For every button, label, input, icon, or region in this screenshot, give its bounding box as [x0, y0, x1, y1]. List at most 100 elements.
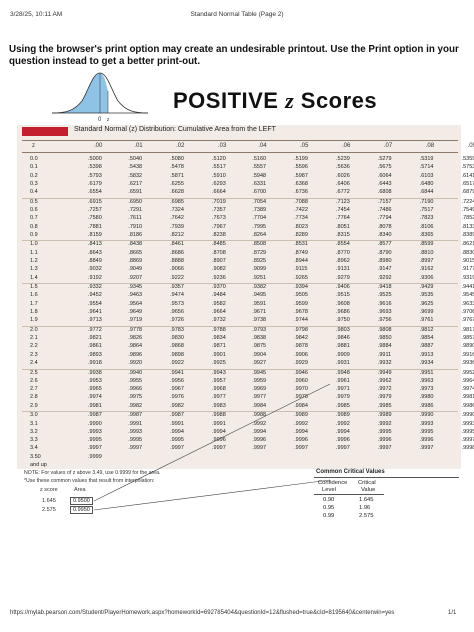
table-row: 1.7 .9554 .9564 .9573 .9582 .9591 .9599 .9608 .9…: [26, 300, 474, 309]
table-cell: .9015: [461, 258, 474, 264]
table-cell: .8531: [294, 241, 308, 248]
table-cell: .9997: [88, 445, 102, 452]
table-row: 3.3 .9995 .9995 .9995 .9996 .9996 .9996 .9996 .9…: [26, 437, 474, 445]
table-row: 2.8 .9974 .9975 .9976 .9977 .9977 .9978 .9979 .9…: [26, 394, 474, 402]
table-cell: .9951: [419, 369, 434, 376]
column-header: .00: [94, 143, 103, 149]
table-cell: .9963: [419, 377, 434, 384]
table-cell: .9995: [461, 428, 474, 435]
table-row: 0.0 .5000 .5040 .5080 .5120 .5160 .5199 .5239 .5…: [26, 156, 474, 164]
table-cell: .7324: [170, 207, 184, 213]
table-cell: .9936: [461, 360, 474, 366]
table-cell: .9943: [212, 369, 226, 376]
table-cell: .7357: [212, 207, 226, 213]
table-cell: .9881: [336, 343, 350, 350]
table-cell: .9995: [377, 428, 392, 435]
table-cell: .7224: [461, 198, 474, 205]
table-cell: .9608: [336, 300, 350, 307]
row-z-value: 0.3: [30, 180, 38, 187]
table-cell: .9357: [170, 284, 184, 291]
table-cell: .9994: [212, 428, 226, 435]
table-cell: .6808: [377, 189, 392, 196]
table-cell: .9913: [419, 351, 434, 358]
table-cell: .9996: [336, 437, 350, 444]
table-cell: .9625: [419, 300, 434, 307]
table-cell: .9997: [461, 437, 474, 444]
table-cell: .5199: [294, 156, 308, 162]
row-z-value: 2.5: [30, 369, 38, 376]
table-cell: .6179: [88, 180, 102, 187]
table-cell: .9990: [461, 412, 474, 419]
table-cell: .6736: [294, 189, 308, 196]
row-z-value: 0.7: [30, 215, 38, 222]
table-cell: .7939: [170, 223, 184, 230]
table-cell: .6141: [461, 172, 474, 179]
table-cell: .6628: [170, 189, 184, 196]
table-cell: .9911: [377, 351, 392, 358]
interp-area-2: 0.9950: [70, 506, 93, 514]
table-cell: .5948: [252, 172, 267, 179]
table-cell: .9983: [212, 402, 226, 409]
table-cell: .5080: [170, 156, 184, 162]
table-cell: .9934: [419, 360, 434, 366]
table-cell: .9985: [336, 402, 350, 409]
table-cell: .9986: [461, 402, 474, 409]
table-cell: .9989: [294, 412, 308, 419]
table-cell: .9995: [419, 428, 434, 435]
table-cell: .8389: [461, 231, 474, 238]
table-cell: .9984: [252, 402, 267, 409]
table-cell: .6985: [170, 198, 184, 205]
table-row: 0.7 .7580 .7611 .7642 .7673 .7704 .7734 .7764 .7…: [26, 215, 474, 223]
table-cell: .9332: [88, 284, 102, 291]
row-z-value: 2.4: [30, 360, 38, 366]
row-z-value: 2.0: [30, 326, 38, 333]
table-cell: .9993: [128, 428, 143, 435]
table-row: 2.7 .9965 .9966 .9967 .9968 .9969 .9970 .9971 .9…: [26, 386, 474, 394]
table-cell: .9909: [336, 351, 350, 358]
page-title: POSITIVE z Scores: [173, 88, 377, 114]
table-cell: .9463: [128, 292, 143, 299]
table-row: 1.4 .9192 .9207 .9222 .9236 .9251 .9265 .9279 .9…: [26, 275, 474, 283]
critical-values-rule: [314, 477, 459, 478]
table-cell: .9906: [294, 351, 308, 358]
table-cell: .9599: [294, 300, 308, 307]
critical-cl-2: 0.95: [323, 505, 335, 511]
table-cell: .9995: [170, 437, 184, 444]
table-cell: .8749: [294, 249, 308, 256]
table-cell: .8365: [419, 231, 434, 238]
table-cell: .8869: [128, 258, 143, 264]
table-cell: .9987: [170, 412, 184, 419]
table-row: 0.8 .7881 .7910 .7939 .7967 .7995 .8023 .8051 .8…: [26, 223, 474, 232]
table-cell: .8554: [336, 241, 350, 248]
table-row: 0.1 .5398 .5438 .5478 .5517 .5557 .5596 .5636 .5…: [26, 164, 474, 172]
table-cell: .9418: [377, 284, 392, 291]
table-cell: .7995: [252, 223, 267, 230]
table-cell: .7967: [212, 223, 226, 230]
table-cell: .9664: [212, 309, 226, 315]
row-z-value: 2.2: [30, 343, 38, 350]
table-cell: .8980: [377, 258, 392, 264]
table-cell: .9767: [461, 317, 474, 324]
table-cell: .8708: [212, 249, 226, 256]
row-z-value: 3.2: [30, 428, 38, 435]
curve-label-zero: 0: [98, 117, 102, 123]
row-group-rule: [22, 240, 458, 242]
table-cell: .9406: [336, 284, 350, 291]
print-page-title: Standard Normal Table (Page 2): [190, 11, 284, 18]
table-cell: .9525: [377, 292, 392, 299]
table-cell: .9945: [252, 369, 267, 376]
table-cell: .9966: [128, 386, 143, 393]
table-row: 0.9 .8159 .8186 .8212 .8238 .8264 .8289 .8315 .8…: [26, 231, 474, 240]
table-cell: .9452: [88, 292, 102, 299]
table-cell: .9984: [294, 402, 308, 409]
table-cell: .9699: [419, 309, 434, 315]
table-cell: .7054: [252, 198, 267, 205]
table-cell: .9990: [419, 412, 434, 419]
table-row: 2.3 .9893 .9896 .9898 .9901 .9904 .9906 .9909 .9…: [26, 351, 474, 360]
critical-cv-2: 1.96: [359, 505, 371, 511]
critical-cv-1: 1.645: [359, 497, 374, 503]
table-cell: .8770: [336, 249, 350, 256]
table-cell: .9997: [252, 445, 267, 452]
table-cell: .9929: [294, 360, 308, 366]
table-cell: .9970: [294, 386, 308, 393]
